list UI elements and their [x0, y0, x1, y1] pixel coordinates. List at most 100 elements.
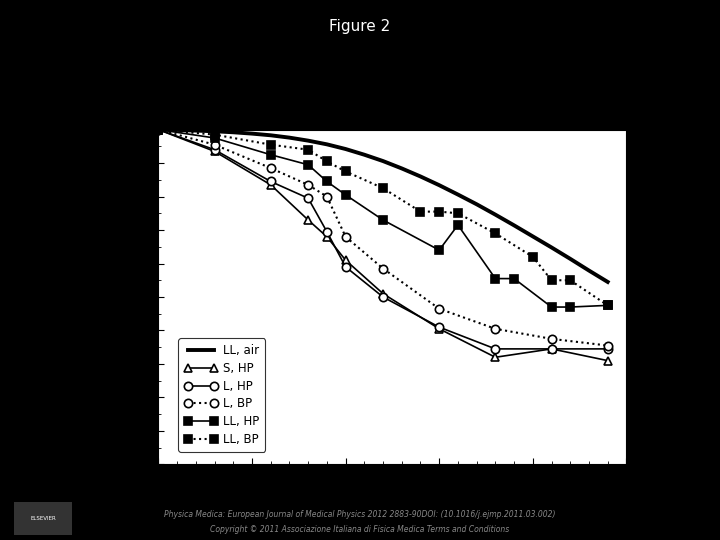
L, BP: [210, 141, 219, 148]
LL, BP: [603, 302, 612, 309]
LL, BP: [210, 131, 219, 138]
LL, air: [304, 137, 312, 144]
S, HP: [341, 257, 350, 264]
Line: S, HP: S, HP: [154, 125, 612, 365]
X-axis label: Offset from gantry isocenter (cm): Offset from gantry isocenter (cm): [287, 485, 498, 498]
L, HP: [210, 146, 219, 153]
LL, BP: [266, 141, 275, 148]
LL, air: [154, 126, 163, 133]
LL, HP: [510, 275, 518, 282]
Legend: LL, air, S, HP, L, HP, L, BP, LL, HP, LL, BP: LL, air, S, HP, L, HP, L, BP, LL, HP, LL…: [179, 339, 266, 452]
LL, HP: [566, 304, 575, 310]
L, BP: [266, 165, 275, 171]
S, HP: [379, 291, 387, 297]
LL, air: [192, 127, 200, 134]
Line: LL, HP: LL, HP: [154, 125, 612, 311]
LL, HP: [154, 126, 163, 133]
Line: L, BP: L, BP: [154, 125, 612, 350]
Text: Physica Medica: European Journal of Medical Physics 2012 2883-90DOI: (10.1016/j.: Physica Medica: European Journal of Medi…: [164, 510, 556, 519]
L, HP: [491, 346, 500, 352]
S, HP: [547, 346, 556, 352]
LL, HP: [547, 304, 556, 310]
S, HP: [210, 148, 219, 154]
L, BP: [547, 335, 556, 342]
LL, HP: [323, 178, 331, 185]
S, HP: [266, 181, 275, 188]
L, HP: [323, 228, 331, 235]
LL, air: [360, 151, 369, 158]
L, HP: [435, 324, 444, 330]
LL, BP: [154, 126, 163, 133]
L, HP: [341, 264, 350, 270]
L, HP: [304, 195, 312, 201]
LL, HP: [266, 151, 275, 158]
LL, air: [341, 146, 350, 152]
LL, BP: [547, 277, 556, 284]
LL, air: [491, 211, 500, 218]
LL, BP: [379, 185, 387, 192]
LL, HP: [454, 222, 462, 228]
LL, air: [229, 129, 238, 136]
LL, air: [248, 130, 256, 137]
LL, HP: [491, 275, 500, 282]
LL, HP: [603, 302, 612, 309]
L, BP: [323, 193, 331, 200]
LL, HP: [210, 135, 219, 141]
S, HP: [154, 126, 163, 133]
Line: L, HP: L, HP: [154, 125, 612, 353]
L, HP: [266, 178, 275, 185]
LL, BP: [416, 208, 425, 215]
L, BP: [341, 233, 350, 240]
LL, BP: [491, 230, 500, 237]
LL, air: [323, 141, 331, 147]
LL, air: [510, 222, 518, 228]
S, HP: [491, 354, 500, 361]
LL, air: [472, 201, 481, 207]
LL, air: [285, 134, 294, 141]
LL, air: [173, 127, 181, 133]
LL, air: [603, 279, 612, 285]
LL, air: [210, 128, 219, 134]
Text: Figure 2: Figure 2: [329, 19, 391, 34]
LL, HP: [304, 161, 312, 168]
L, BP: [304, 181, 312, 188]
L, HP: [379, 294, 387, 300]
LL, BP: [323, 158, 331, 165]
Line: LL, BP: LL, BP: [154, 125, 612, 309]
S, HP: [323, 233, 331, 240]
LL, HP: [341, 192, 350, 198]
Line: LL, air: LL, air: [158, 130, 608, 282]
L, BP: [154, 126, 163, 133]
Text: ELSEVIER: ELSEVIER: [30, 516, 56, 521]
LL, BP: [341, 168, 350, 175]
LL, BP: [454, 210, 462, 217]
LL, air: [397, 165, 406, 172]
LL, HP: [435, 247, 444, 253]
LL, BP: [566, 277, 575, 284]
LL, air: [566, 255, 575, 262]
LL, air: [416, 173, 425, 180]
LL, air: [585, 267, 593, 274]
L, BP: [603, 342, 612, 349]
LL, BP: [304, 146, 312, 153]
LL, air: [266, 132, 275, 139]
LL, air: [379, 158, 387, 164]
LL, BP: [528, 254, 537, 260]
L, BP: [491, 326, 500, 332]
LL, air: [528, 233, 537, 240]
LL, BP: [435, 208, 444, 215]
LL, air: [435, 182, 444, 188]
S, HP: [603, 357, 612, 364]
L, HP: [547, 346, 556, 352]
L, BP: [379, 265, 387, 272]
S, HP: [304, 217, 312, 223]
S, HP: [435, 326, 444, 332]
Y-axis label: nCTDI$_p$(OS)/nCTDI$_p$(0): nCTDI$_p$(OS)/nCTDI$_p$(0): [112, 228, 130, 366]
L, HP: [154, 126, 163, 133]
LL, HP: [379, 217, 387, 223]
L, BP: [435, 306, 444, 312]
LL, air: [454, 191, 462, 198]
LL, air: [547, 244, 556, 251]
Text: Copyright © 2011 Associazione Italiana di Fisica Medica Terms and Conditions: Copyright © 2011 Associazione Italiana d…: [210, 524, 510, 534]
L, HP: [603, 346, 612, 352]
